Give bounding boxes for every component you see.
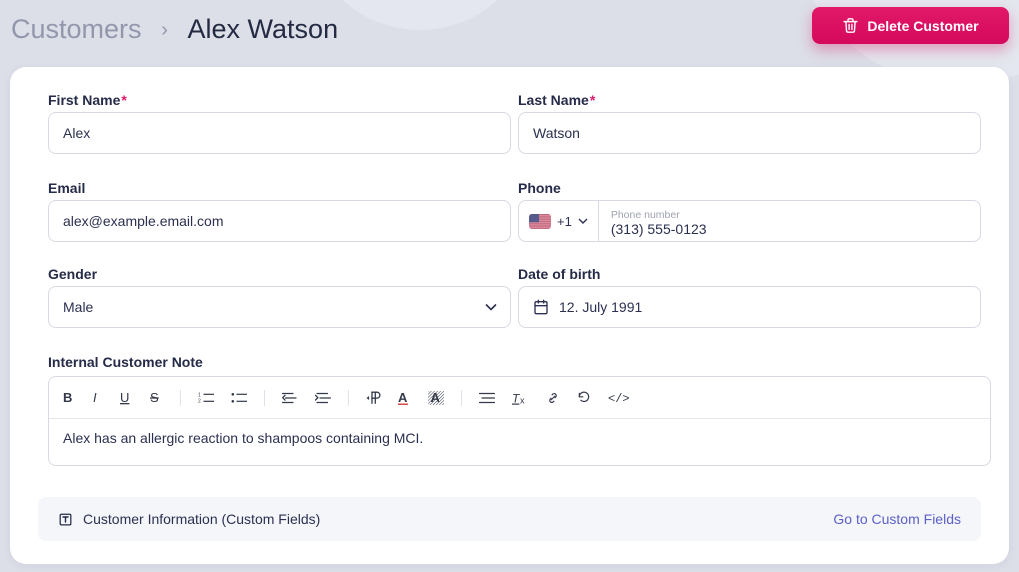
svg-text:I: I	[93, 391, 97, 405]
svg-text:A: A	[431, 391, 441, 405]
svg-text:</>: </>	[608, 392, 630, 405]
svg-text:A: A	[398, 391, 408, 405]
svg-text:x: x	[520, 395, 525, 405]
svg-text:S: S	[150, 391, 159, 405]
svg-text:B: B	[63, 391, 72, 405]
svg-text:2: 2	[198, 398, 201, 404]
svg-text:U: U	[120, 391, 129, 405]
